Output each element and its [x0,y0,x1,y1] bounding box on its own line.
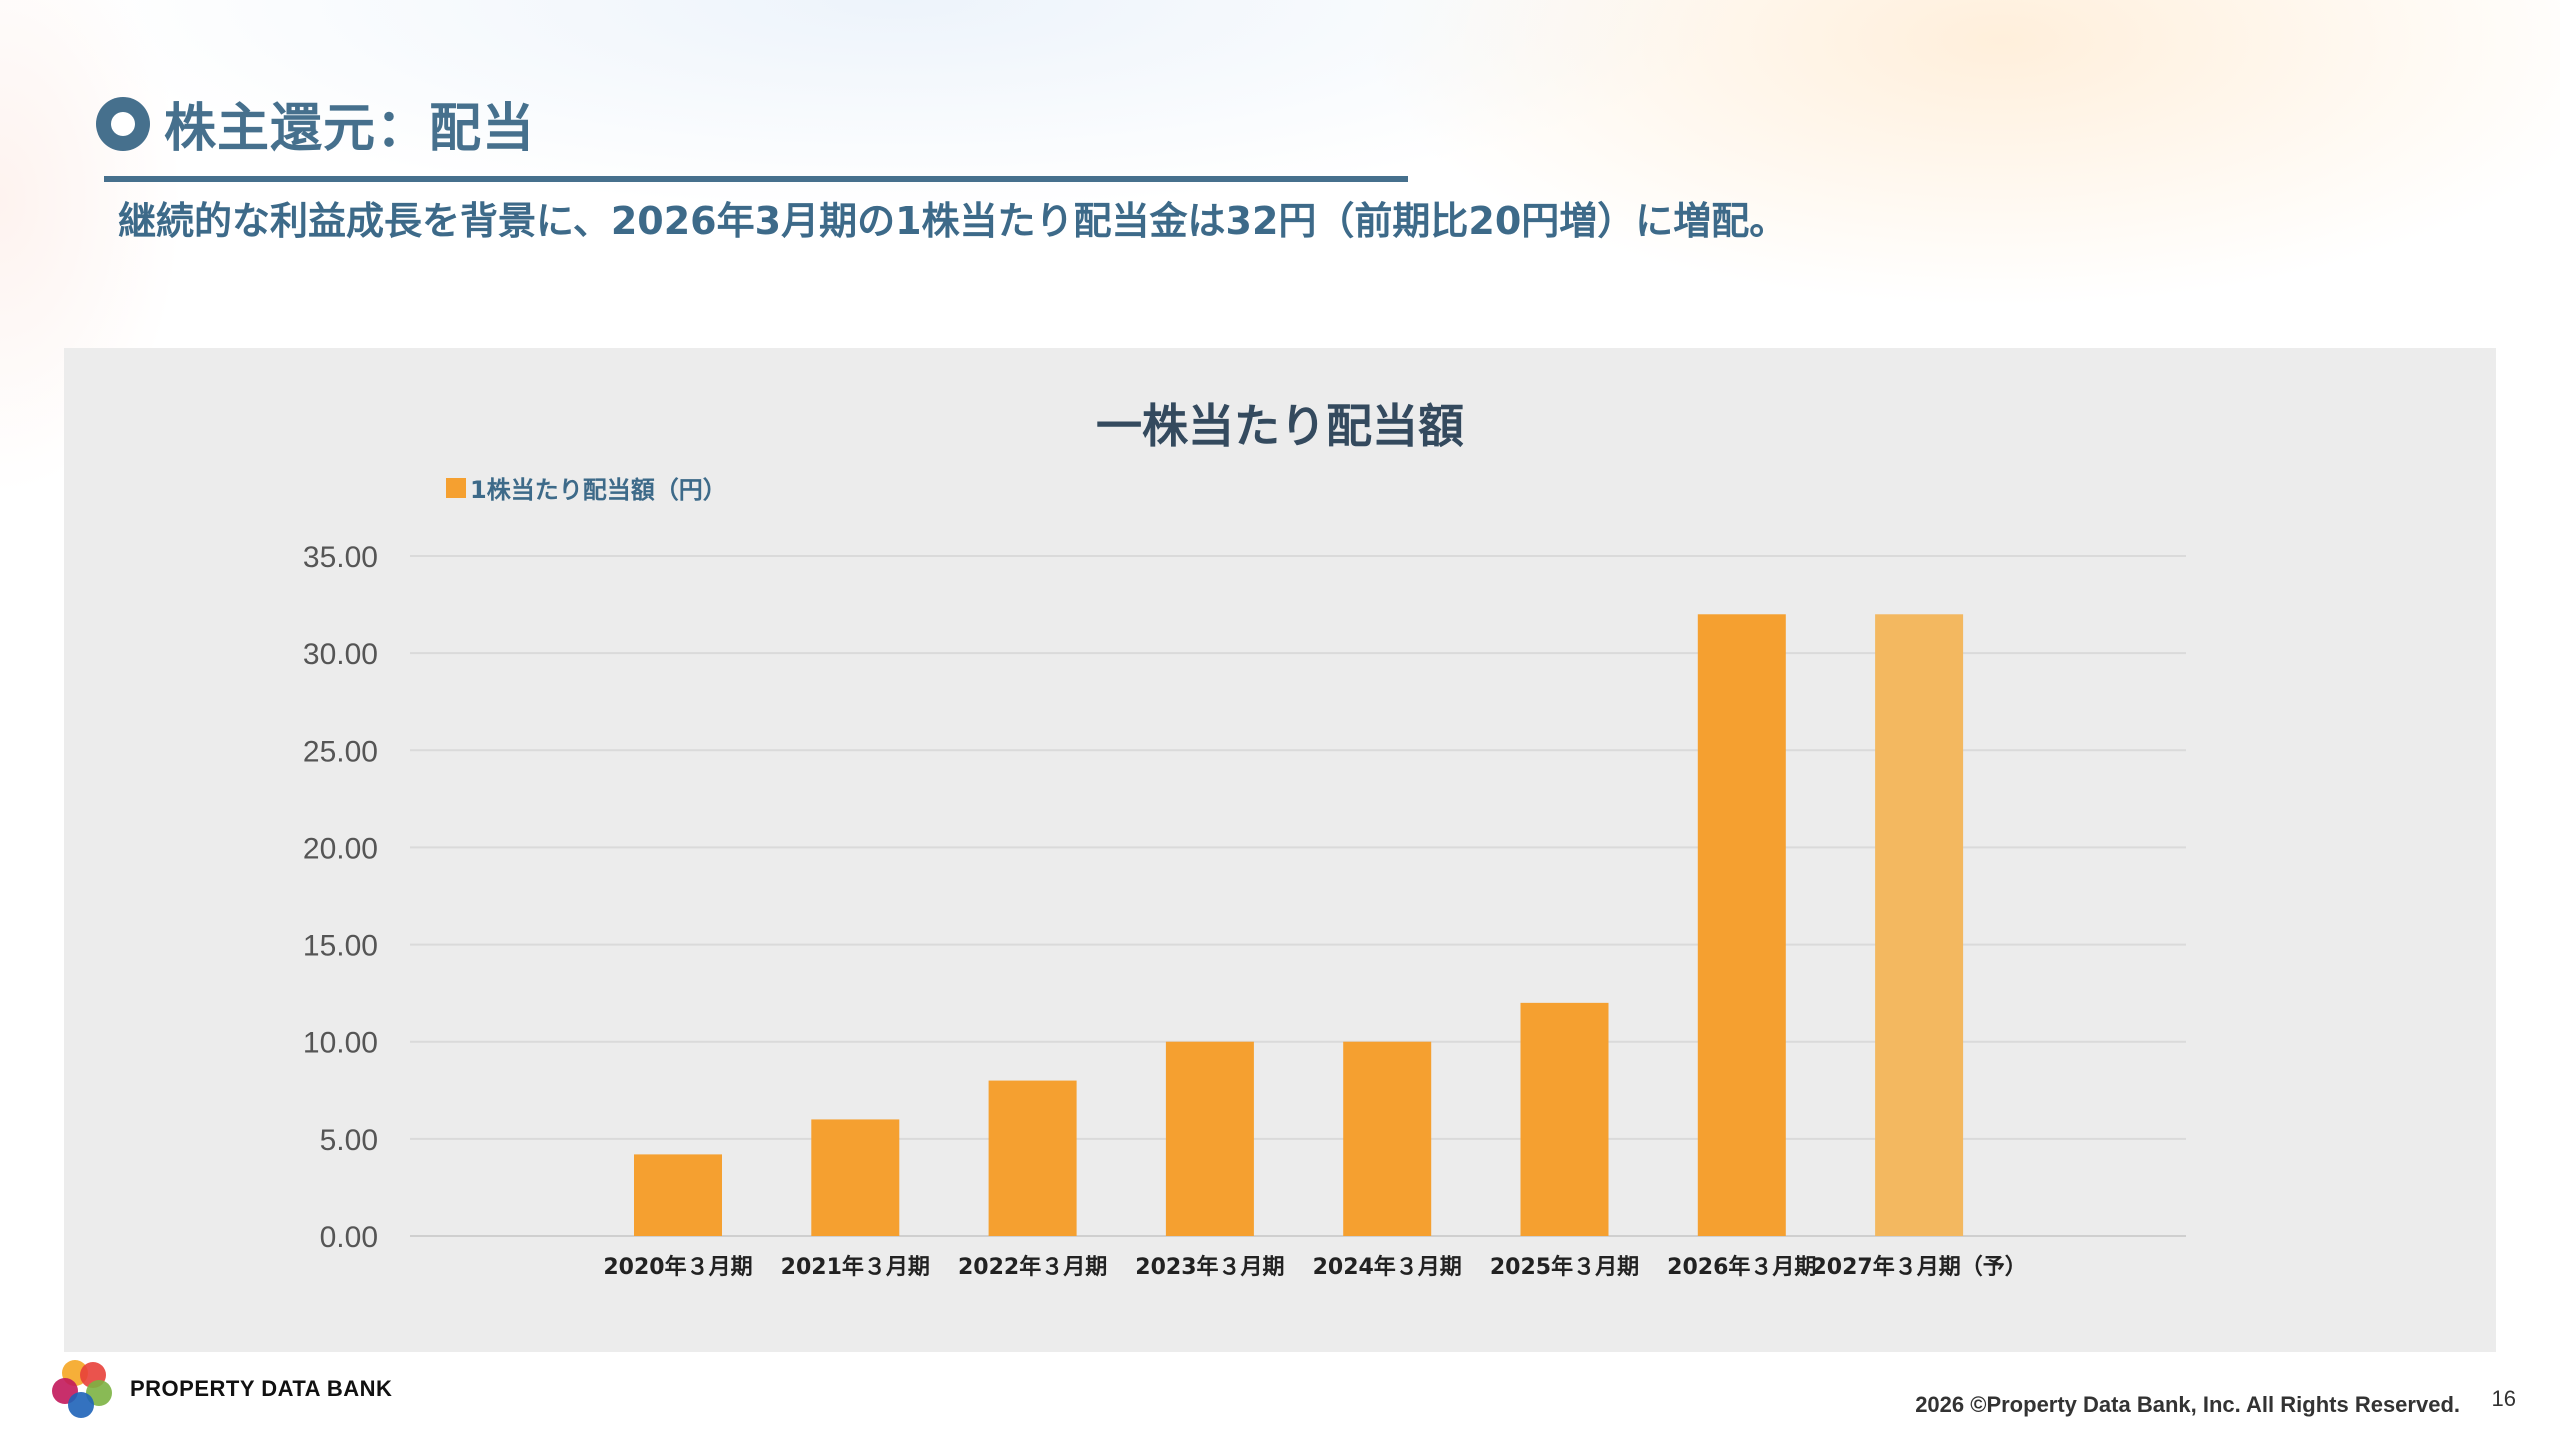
slide-title: 株主還元：配当 [164,99,536,159]
x-tick-label: 2027年３月期（予） [1811,1254,2026,1280]
y-tick-label: 0.00 [320,1221,378,1254]
slide-subtitle: 継続的な利益成長を背景に、2026年3月期の1株当たり配当金は32円（前期比20… [118,199,1788,243]
bar-forecast [1875,614,1964,1236]
bar [634,1154,722,1236]
x-tick-label: 2024年３月期 [1313,1254,1462,1280]
page-number: 16 [2491,1386,2516,1411]
y-tick-label: 25.00 [303,735,378,768]
y-tick-label: 5.00 [320,1124,378,1157]
copyright-text: 2026 ©Property Data Bank, Inc. All Right… [1915,1392,2460,1417]
bar [811,1119,900,1236]
bar [1697,614,1786,1236]
bar [1520,1002,1609,1236]
x-tick-label: 2023年３月期 [1135,1254,1284,1280]
x-tick-label: 2025年３月期 [1490,1254,1639,1280]
bar-chart: 0.00 5.00 10.00 15.00 20.00 25.00 30.00 35.00 20… [303,541,2186,1280]
y-tick-label: 10.00 [303,1027,378,1060]
chart-legend: 1株当たり配当額（円） [446,470,727,505]
title-bullet-inner [111,111,135,136]
y-tick-label: 30.00 [303,638,378,671]
chart-panel: 一株当たり配当額 1株当たり配当額（円） 0.00 5.00 10.00 15.00 2… [64,348,2496,1352]
y-tick-label: 15.00 [303,930,378,963]
x-tick-label: 2026年３月期 [1667,1254,1816,1280]
x-tick-label: 2021年３月期 [781,1254,930,1280]
bar [988,1080,1077,1236]
bar [1343,1041,1432,1236]
title-bullet-icon [96,96,150,151]
y-tick-label: 35.00 [303,541,378,574]
legend-swatch [446,477,466,498]
slide-title-group: 株主還元：配当 [96,86,535,161]
bar [1165,1041,1254,1236]
logo-mark-icon [50,1358,120,1420]
legend-label: 1株当たり配当額（円） [470,476,727,504]
title-underline [104,176,1408,182]
company-logo: PROPERTY DATA BANK [50,1358,392,1420]
chart-title: 一株当たり配当額 [1096,399,1464,453]
logo-text: PROPERTY DATA BANK [130,1376,393,1401]
x-tick-label: 2022年３月期 [958,1254,1107,1280]
y-tick-label: 20.00 [303,832,378,865]
x-tick-label: 2020年３月期 [603,1254,752,1280]
